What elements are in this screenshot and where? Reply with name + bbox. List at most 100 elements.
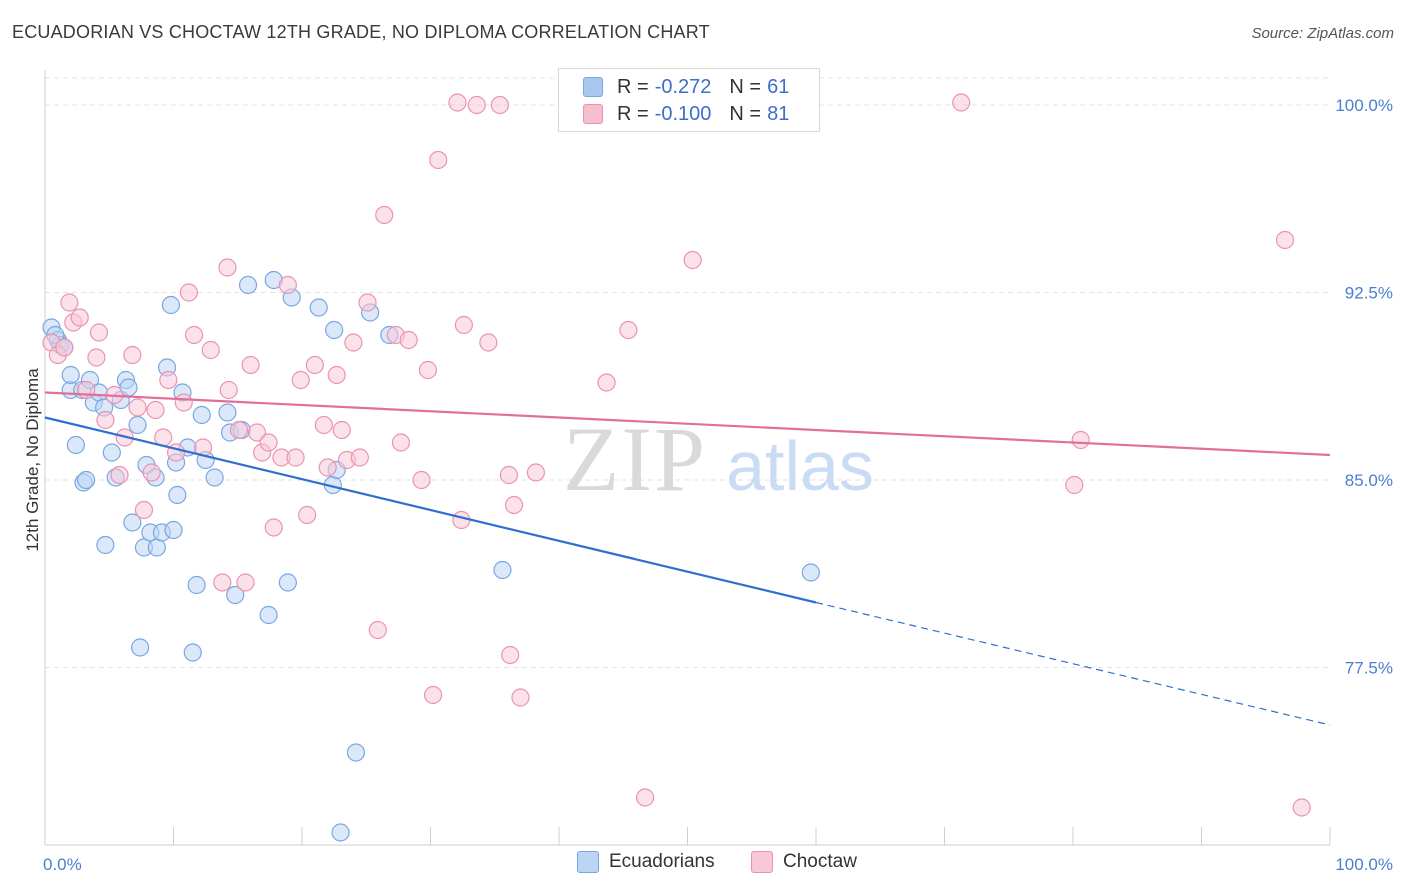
data-point bbox=[77, 380, 96, 400]
trend-line-choctaw bbox=[44, 391, 1331, 457]
data-point bbox=[201, 340, 220, 360]
data-point bbox=[229, 420, 249, 440]
data-point bbox=[511, 688, 530, 707]
data-point bbox=[96, 535, 115, 555]
data-point bbox=[467, 95, 486, 115]
data-point bbox=[241, 355, 260, 375]
data-point bbox=[344, 333, 363, 352]
data-point bbox=[130, 638, 150, 657]
data-point bbox=[89, 323, 109, 342]
legend-row-choctaw: R = -0.100 N = 81 bbox=[583, 101, 807, 127]
data-point bbox=[597, 373, 616, 392]
data-point bbox=[102, 443, 121, 462]
data-point bbox=[619, 320, 638, 340]
bottom-legend-label-choctaw: Choctaw bbox=[783, 851, 857, 872]
data-point bbox=[314, 415, 333, 435]
data-point bbox=[183, 643, 202, 662]
y-tick-label: 77.5% bbox=[1345, 659, 1393, 678]
data-point bbox=[134, 500, 154, 520]
data-point bbox=[128, 398, 147, 417]
data-point bbox=[375, 205, 394, 225]
data-point bbox=[1071, 430, 1090, 450]
data-point bbox=[77, 470, 96, 490]
data-point bbox=[504, 495, 524, 515]
data-point bbox=[286, 448, 305, 467]
data-point bbox=[305, 355, 324, 375]
data-point bbox=[168, 485, 187, 505]
legend-r-value: -0.100 bbox=[654, 102, 712, 125]
legend-swatch-choctaw bbox=[583, 104, 603, 124]
bottom-legend-swatch-ecuadorians bbox=[577, 851, 599, 873]
data-point bbox=[219, 380, 238, 400]
trend-extension-ecuadorians bbox=[815, 601, 1331, 726]
chart-source: Source: ZipAtlas.com bbox=[1251, 25, 1394, 42]
legend-r-label: R = bbox=[617, 75, 649, 98]
data-point bbox=[218, 258, 237, 277]
data-point bbox=[61, 365, 80, 385]
data-point bbox=[501, 645, 520, 665]
trend-lines bbox=[44, 391, 1331, 726]
data-point bbox=[801, 563, 820, 582]
series-choctaw bbox=[42, 93, 1311, 817]
legend-n-label: N = bbox=[729, 75, 762, 98]
axes bbox=[44, 70, 1331, 846]
data-point bbox=[418, 360, 438, 380]
tick-labels: 77.5% 85.0% 92.5% 100.0% 0.0% 100.0% bbox=[43, 96, 1393, 874]
data-point bbox=[278, 275, 297, 295]
data-point bbox=[264, 518, 283, 537]
y-axis-label: 12th Grade, No Diploma bbox=[23, 368, 42, 552]
data-point bbox=[146, 400, 165, 420]
data-point bbox=[192, 405, 211, 425]
y-tick-label: 85.0% bbox=[1345, 471, 1393, 490]
legend-swatch-ecuadorians bbox=[583, 77, 603, 97]
x-tick-label: 0.0% bbox=[43, 855, 82, 874]
data-point bbox=[331, 823, 350, 842]
data-point bbox=[423, 685, 443, 705]
bottom-legend-choctaw: Choctaw bbox=[751, 851, 857, 873]
data-point bbox=[368, 620, 387, 640]
data-point bbox=[187, 575, 206, 595]
data-point bbox=[479, 333, 498, 352]
legend-n-label: N = bbox=[729, 102, 762, 125]
data-point bbox=[493, 560, 512, 580]
data-point bbox=[452, 510, 471, 530]
data-point bbox=[952, 93, 971, 112]
data-point bbox=[1292, 798, 1311, 817]
data-point bbox=[259, 605, 278, 625]
data-point bbox=[358, 293, 377, 312]
data-point bbox=[325, 320, 344, 340]
data-point bbox=[526, 463, 545, 482]
data-point bbox=[110, 465, 129, 485]
data-point bbox=[278, 573, 297, 592]
data-point bbox=[454, 315, 474, 335]
legend-r-value: -0.272 bbox=[654, 75, 712, 98]
data-point bbox=[218, 403, 237, 422]
data-point bbox=[499, 465, 518, 485]
data-point bbox=[226, 585, 245, 605]
data-point bbox=[291, 370, 310, 390]
legend-row-ecuadorians: R = -0.272 N = 61 bbox=[583, 74, 807, 100]
data-point bbox=[70, 308, 89, 327]
x-tick-label: 100.0% bbox=[1335, 855, 1393, 874]
data-point bbox=[128, 415, 147, 435]
data-point bbox=[236, 573, 255, 592]
data-point bbox=[298, 505, 317, 525]
data-point bbox=[142, 463, 161, 482]
legend-n-value: 81 bbox=[767, 102, 790, 125]
data-point bbox=[164, 520, 183, 540]
data-point bbox=[399, 330, 418, 350]
data-point bbox=[238, 275, 258, 295]
data-point bbox=[350, 448, 369, 467]
data-point bbox=[123, 513, 142, 532]
data-point bbox=[259, 433, 278, 452]
data-point bbox=[159, 370, 178, 390]
data-point bbox=[55, 338, 74, 357]
watermark-zip: ZIP bbox=[563, 408, 707, 510]
data-point bbox=[332, 420, 351, 440]
data-point bbox=[327, 365, 346, 385]
data-point bbox=[429, 150, 448, 170]
data-point bbox=[205, 468, 224, 487]
data-point bbox=[179, 283, 199, 302]
data-point bbox=[174, 393, 193, 412]
bottom-legend-label-ecuadorians: Ecuadorians bbox=[609, 851, 715, 872]
